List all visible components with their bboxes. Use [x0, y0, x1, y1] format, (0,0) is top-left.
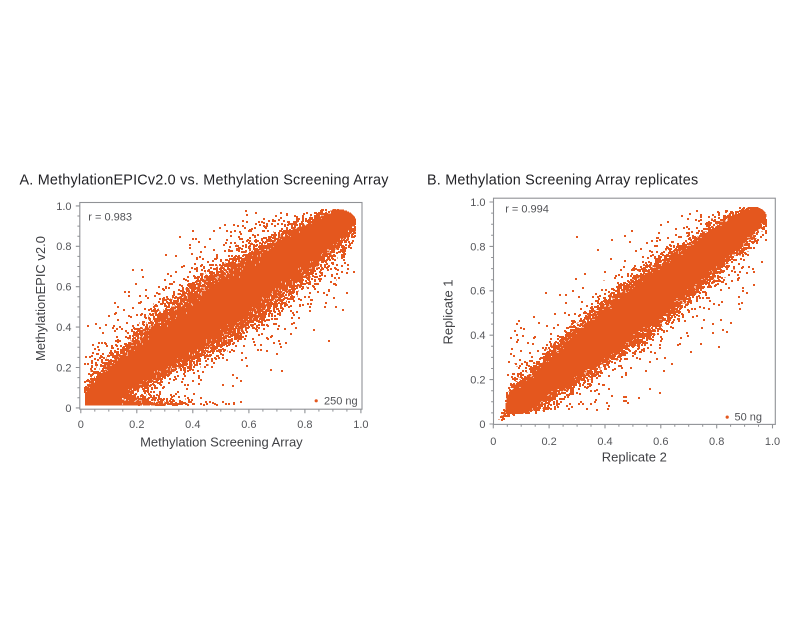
svg-text:Replicate 2: Replicate 2: [602, 450, 667, 465]
svg-text:0.6: 0.6: [56, 282, 71, 294]
svg-text:1.0: 1.0: [470, 197, 485, 209]
svg-text:0.4: 0.4: [470, 330, 485, 342]
svg-text:0.2: 0.2: [470, 375, 485, 387]
svg-text:0.2: 0.2: [541, 436, 556, 448]
svg-text:0.6: 0.6: [470, 286, 485, 298]
svg-text:0.2: 0.2: [56, 362, 71, 374]
svg-text:0: 0: [65, 403, 71, 415]
svg-text:A. MethylationEPICv2.0 vs. Met: A. MethylationEPICv2.0 vs. Methylation S…: [20, 172, 390, 188]
svg-text:r = 0.983: r = 0.983: [88, 211, 132, 223]
svg-text:Methylation Screening Array: Methylation Screening Array: [140, 435, 303, 450]
svg-text:0.6: 0.6: [241, 419, 256, 431]
svg-text:50 ng: 50 ng: [735, 412, 763, 424]
svg-text:250 ng: 250 ng: [324, 396, 358, 408]
svg-text:0.4: 0.4: [185, 419, 200, 431]
svg-text:1.0: 1.0: [56, 201, 71, 213]
svg-text:0.4: 0.4: [597, 436, 612, 448]
svg-text:1.0: 1.0: [353, 419, 368, 431]
svg-text:MethylationEPIC v2.0: MethylationEPIC v2.0: [33, 236, 48, 361]
svg-text:0: 0: [479, 419, 485, 431]
svg-text:0: 0: [490, 436, 496, 448]
svg-text:0.4: 0.4: [56, 322, 71, 334]
svg-text:0.8: 0.8: [297, 419, 312, 431]
svg-text:1.0: 1.0: [765, 436, 780, 448]
svg-text:0.2: 0.2: [129, 419, 144, 431]
svg-text:0: 0: [78, 419, 84, 431]
svg-text:B. Methylation Screening Array: B. Methylation Screening Array replicate…: [427, 172, 698, 188]
svg-text:Replicate 1: Replicate 1: [441, 279, 456, 344]
svg-text:0.8: 0.8: [709, 436, 724, 448]
svg-text:0.6: 0.6: [653, 436, 668, 448]
svg-text:r = 0.994: r = 0.994: [505, 204, 549, 216]
svg-text:0.8: 0.8: [470, 241, 485, 253]
svg-text:0.8: 0.8: [56, 241, 71, 253]
